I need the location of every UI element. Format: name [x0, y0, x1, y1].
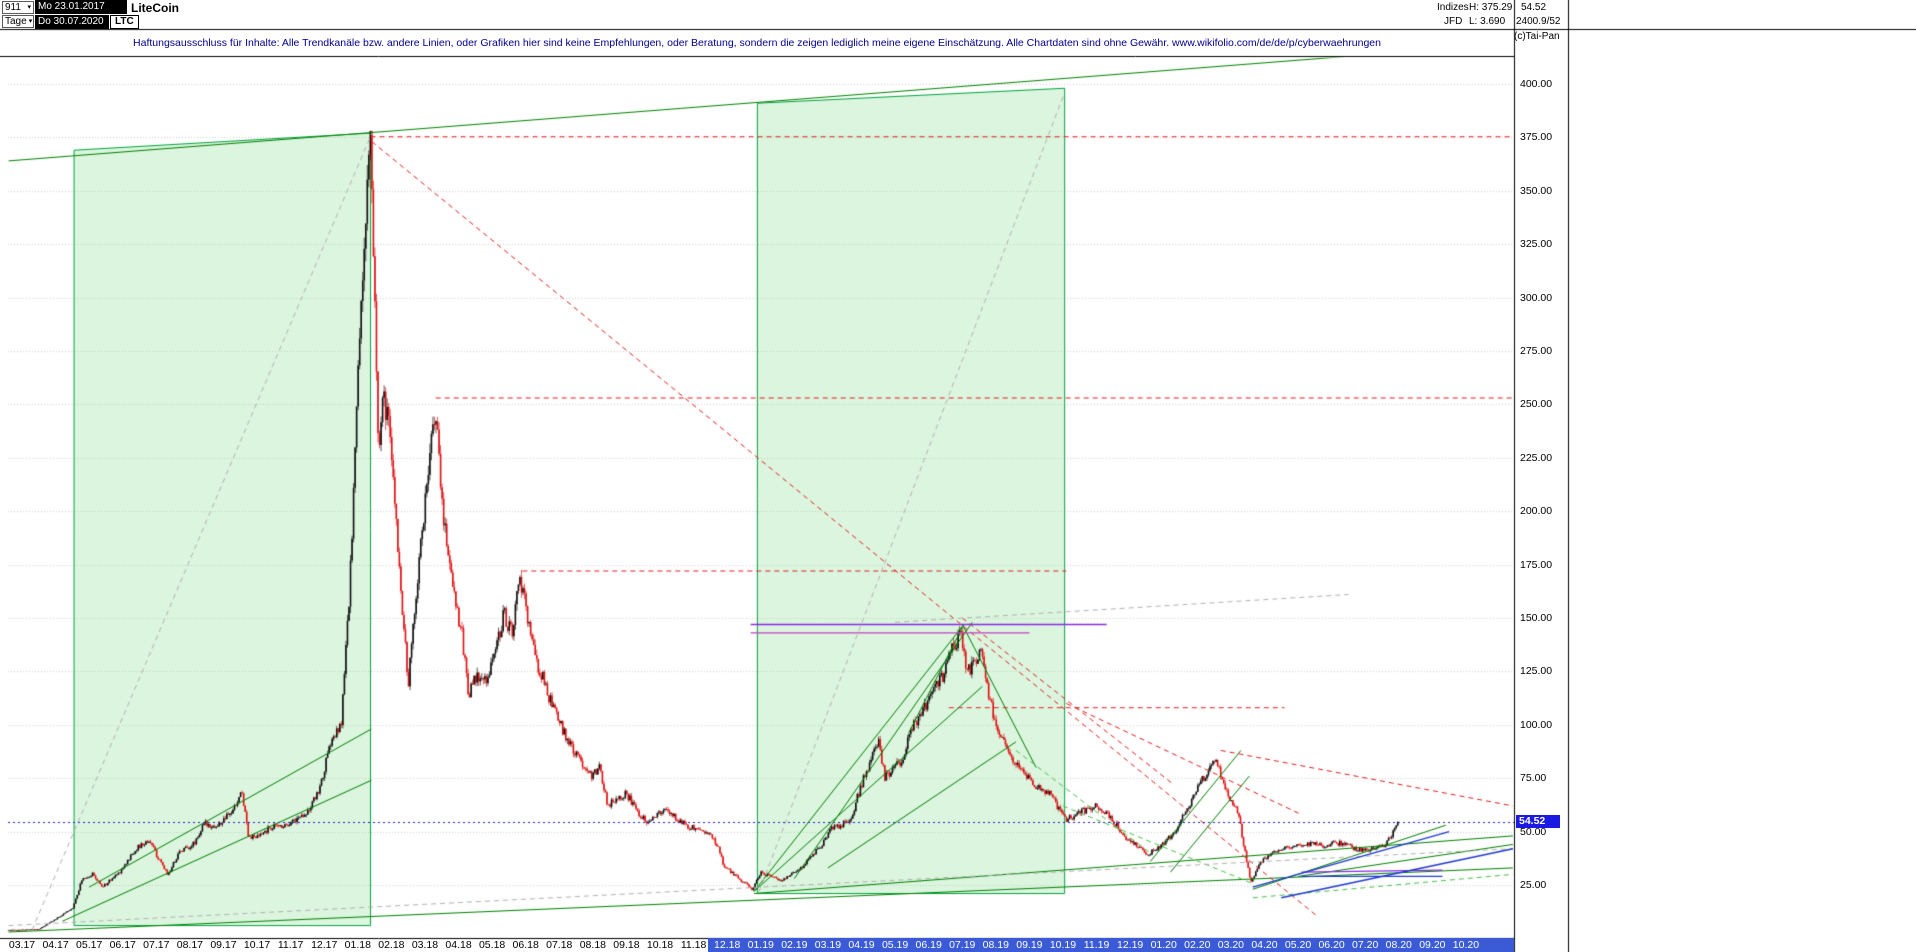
x-axis-label: 10.20: [1452, 939, 1480, 951]
x-axis-label: 10.18: [646, 939, 674, 951]
disclaimer-text: Haftungsausschluss für Inhalte: Alle Tre…: [133, 37, 1381, 49]
x-axis-label: 09.20: [1419, 939, 1446, 951]
x-axis-label: 06.20: [1318, 939, 1345, 951]
x-axis-label: 04.18: [445, 939, 472, 951]
last-price-badge: 54.52: [1516, 814, 1560, 828]
x-axis-label: 01.18: [344, 939, 371, 951]
x-axis-label: 07.18: [546, 939, 573, 951]
timeframe-value: Tage: [5, 16, 27, 27]
x-axis-label: 11.18: [680, 939, 707, 951]
x-axis-label: 07.17: [143, 939, 170, 951]
x-axis-label: 07.19: [949, 939, 976, 951]
y-axis-label: 250.00: [1520, 398, 1553, 411]
x-axis-label: 07.20: [1352, 939, 1379, 951]
x-axis-label: 04.20: [1251, 939, 1278, 951]
provider-label: JFD: [1444, 16, 1463, 27]
y-axis-label: 25.00: [1520, 879, 1547, 891]
y-axis-label: 50.00: [1520, 825, 1547, 838]
x-axis-label: 04.17: [42, 939, 69, 951]
y-axis-label: 225.00: [1520, 451, 1553, 464]
x-axis-label: 03.19: [814, 939, 842, 951]
x-axis-label: 05.20: [1284, 939, 1312, 951]
x-axis-label: 02.19: [781, 939, 808, 951]
y-axis-label: 175.00: [1520, 558, 1553, 571]
x-axis-label: 10.17: [243, 939, 271, 951]
y-axis-label: 350.00: [1520, 184, 1553, 197]
indices-label: Indizes: [1437, 2, 1469, 13]
x-axis-label: 12.18: [714, 939, 741, 951]
x-axis-label: 08.17: [176, 939, 204, 951]
y-axis-label: 300.00: [1520, 291, 1553, 304]
y-axis-label: 400.00: [1520, 78, 1553, 90]
x-axis-label: 11.17: [277, 939, 304, 951]
x-axis-label: 10.19: [1049, 939, 1077, 951]
y-axis-label: 100.00: [1520, 718, 1553, 731]
x-axis-label: 09.19: [1016, 939, 1043, 951]
x-axis-label: 06.18: [512, 939, 539, 951]
x-axis-label: 04.19: [848, 939, 875, 951]
y-axis-label: 75.00: [1520, 772, 1547, 785]
x-axis-label: 05.17: [76, 939, 103, 951]
y-axis-label: 275.00: [1520, 345, 1553, 357]
copyright-label: (c)Tai-Pan: [1514, 31, 1560, 42]
x-axis-label: 12.17: [311, 939, 338, 951]
x-axis-label: 08.19: [982, 939, 1009, 951]
x-axis-label: 06.19: [915, 939, 942, 951]
y-axis-label: 200.00: [1520, 505, 1553, 518]
y-axis-label: 375.00: [1520, 131, 1553, 144]
x-axis-highlight-band: [708, 938, 1514, 952]
period-high: H: 375.29: [1469, 2, 1513, 13]
y-axis-label: 125.00: [1520, 665, 1553, 678]
symbol-field[interactable]: LTC: [110, 15, 139, 29]
x-axis-label: 09.17: [210, 939, 237, 951]
x-axis-label: 12.19: [1116, 939, 1144, 951]
x-axis-label: 06.17: [109, 939, 136, 951]
x-axis-label: 03.20: [1217, 939, 1245, 951]
x-axis-label: 01.19: [747, 939, 774, 951]
x-axis-label: 11.19: [1083, 939, 1110, 951]
chevron-down-icon: ▾: [28, 18, 33, 25]
chevron-down-icon: ▾: [27, 4, 31, 11]
x-axis-label: 08.18: [579, 939, 606, 951]
start-date-field[interactable]: Mo 23.01.2017: [35, 0, 127, 14]
x-axis-label: 09.18: [613, 939, 640, 951]
x-axis-label: 03.18: [411, 939, 439, 951]
x-axis-label: 03.17: [8, 939, 36, 951]
timeframe-dropdown[interactable]: Tage ▾: [2, 15, 34, 28]
x-axis-label: 02.20: [1184, 939, 1211, 951]
last-price-text: 54.52: [1521, 2, 1547, 13]
y-axis-label: 325.00: [1520, 238, 1553, 251]
bars-count-dropdown[interactable]: 911 ▾: [2, 1, 34, 14]
x-axis-label: 08.20: [1385, 939, 1412, 951]
period-low: L: 3.690: [1469, 16, 1506, 27]
x-axis-label: 05.18: [478, 939, 506, 951]
instrument-name: LiteCoin: [131, 1, 179, 15]
x-axis-label: 01.20: [1150, 939, 1177, 951]
x-axis-label: 05.19: [881, 939, 909, 951]
bars-count-value: 911: [5, 2, 21, 13]
y-axis-label: 150.00: [1520, 612, 1553, 624]
x-axis-label: 02.18: [378, 939, 405, 951]
end-date-field[interactable]: Do 30.07.2020: [35, 15, 109, 29]
range-info: 2400.9/52: [1516, 16, 1561, 27]
